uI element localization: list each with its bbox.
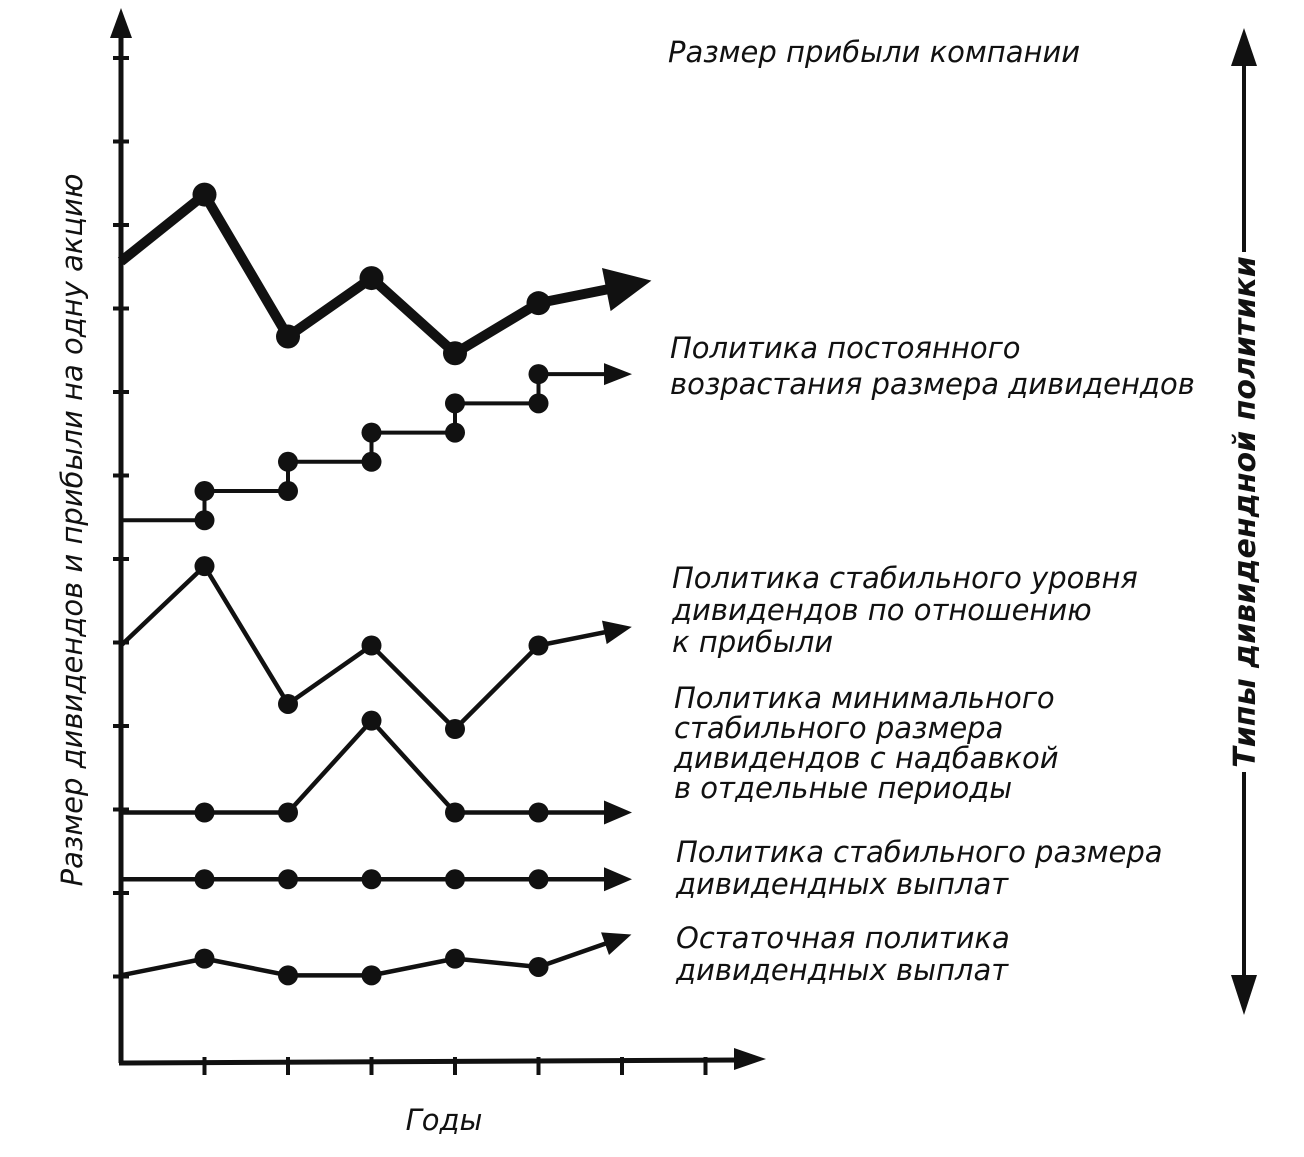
data-point (528, 635, 549, 656)
series-label-line: дивидендов с надбавкой (673, 741, 1059, 775)
series-min-stable (121, 710, 632, 825)
side-arrow-down-icon (1231, 975, 1257, 1015)
series-label-stable-payout: Политика стабильного размера дивидендных … (675, 835, 1163, 901)
series-layer (117, 182, 652, 986)
x-axis-arrow (734, 1048, 766, 1070)
series-growing (121, 363, 632, 531)
data-point (192, 182, 217, 207)
data-point (528, 956, 549, 977)
data-point (278, 802, 298, 823)
series-stable-payout (121, 867, 632, 892)
side-label: Типы дивидендной политики (1228, 256, 1263, 768)
series-label-stable-ratio: Политика стабильного уровня дивидендов по… (671, 561, 1138, 659)
data-point (445, 393, 465, 414)
data-point (276, 324, 300, 349)
series-arrow-stable-payout (604, 867, 632, 892)
data-point (528, 869, 549, 890)
x-axis-label: Годы (406, 1103, 483, 1137)
series-label-line: к прибыли (672, 625, 833, 659)
series-line-growing (121, 372, 622, 523)
data-point (528, 364, 549, 385)
axes (110, 8, 766, 1075)
data-point (278, 481, 298, 502)
data-point (361, 451, 382, 472)
y-axis-arrow (110, 8, 132, 38)
data-point (445, 869, 465, 890)
data-point (359, 266, 384, 291)
data-point (361, 635, 382, 656)
data-point (445, 422, 465, 443)
data-point (278, 965, 298, 986)
series-label-line: стабильного размера (674, 711, 1003, 745)
data-point (361, 965, 382, 986)
data-point (526, 291, 551, 316)
data-point (278, 869, 298, 890)
data-point (194, 556, 215, 577)
data-point (194, 802, 215, 823)
series-line-min-stable (121, 718, 610, 815)
series-arrow-min-stable (604, 800, 632, 825)
data-point (194, 869, 215, 890)
series-label-line: Политика стабильного уровня (672, 561, 1138, 595)
data-point (443, 341, 467, 366)
series-label-line: Политика постоянного (670, 331, 1021, 365)
series-profit (117, 182, 652, 366)
series-label-line: возрастания размера дивидендов (670, 367, 1195, 401)
series-label-growing: Политика постоянного возрастания размера … (670, 331, 1195, 401)
side-label-group: Типы дивидендной политики (1228, 28, 1263, 1015)
series-label-min-stable: Политика минимального стабильного размера… (673, 681, 1059, 805)
data-point (528, 802, 549, 823)
x-axis-ticks (202, 1057, 708, 1075)
series-stable-ratio (119, 556, 632, 739)
x-axis-line (118, 1057, 741, 1066)
data-point (194, 948, 215, 969)
series-arrow-profit (601, 268, 652, 312)
data-point (278, 693, 298, 714)
data-point (278, 451, 298, 472)
data-point (528, 393, 549, 414)
series-arrow-growing (604, 363, 632, 386)
data-point (194, 510, 215, 531)
series-residual (120, 932, 632, 986)
series-label-line: Размер прибыли компании (668, 35, 1080, 69)
series-label-line: дивидендных выплат (675, 953, 1009, 987)
side-arrow-up-icon (1231, 28, 1257, 66)
series-label-line: в отдельные периоды (674, 771, 1012, 805)
series-label-residual: Остаточная политика дивидендных выплат (675, 921, 1010, 987)
series-label-line: дивидендных выплат (675, 867, 1009, 901)
series-arrow-residual (601, 932, 632, 956)
series-label-line: дивидендов по отношению (671, 593, 1092, 627)
series-label-line: Политика стабильного размера (676, 835, 1163, 869)
data-point (445, 948, 465, 969)
series-arrow-stable-ratio (601, 620, 632, 645)
data-point (361, 869, 382, 890)
series-label-profit: Размер прибыли компании (668, 35, 1080, 69)
series-label-line: Остаточная политика (676, 921, 1010, 955)
data-point (194, 481, 215, 502)
data-point (361, 710, 382, 731)
data-point (361, 422, 382, 443)
data-point (445, 719, 465, 739)
series-labels: Размер прибыли компании Политика постоянн… (668, 35, 1195, 987)
y-axis-label: Размер дивидендов и прибыли на одну акци… (55, 174, 89, 887)
series-label-line: Политика минимального (674, 681, 1055, 715)
data-point (445, 802, 465, 823)
